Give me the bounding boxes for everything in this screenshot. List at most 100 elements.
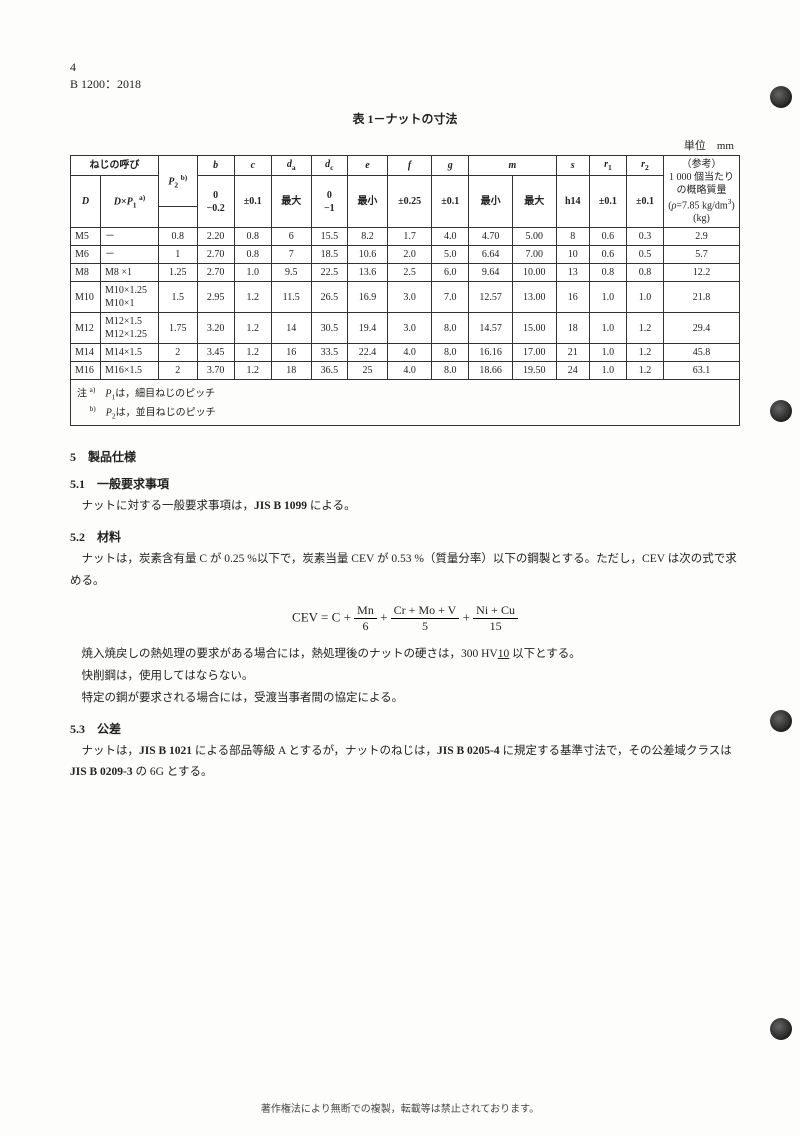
table-cell: 16 (556, 282, 589, 313)
table-cell: 0.8 (589, 264, 626, 282)
table-cell: 1.2 (234, 344, 271, 362)
table-cell: 3.0 (387, 313, 431, 344)
table-cell: 2.95 (197, 282, 234, 313)
table-row: M10M10×1.25M10×11.52.951.211.526.516.93.… (71, 282, 740, 313)
section5-heading: 5 製品仕様 (70, 448, 740, 465)
th-tol-m-min: 最小 (469, 175, 513, 228)
table-cell: 26.5 (311, 282, 347, 313)
table-cell: 7.0 (432, 282, 469, 313)
table-cell: M16×1.5 (101, 362, 159, 380)
table-cell: 1.2 (234, 313, 271, 344)
table-cell: 2.0 (387, 246, 431, 264)
table-cell: 3.45 (197, 344, 234, 362)
th-tol-m-max: 最大 (512, 175, 556, 228)
table-title: 表 1－ナットの寸法 (70, 110, 740, 127)
th-tol-b: 0−0.2 (197, 175, 234, 228)
table-cell: 1.0 (589, 362, 626, 380)
table-body: M5－0.82.200.8615.58.21.74.04.705.0080.60… (71, 228, 740, 380)
table-cell: 29.4 (664, 313, 740, 344)
table-cell: M12 (71, 313, 101, 344)
page: 4 B 1200：2018 表 1－ナットの寸法 単位 mm ねじの呼び P2 … (0, 0, 800, 1137)
table-cell: 1.2 (234, 362, 271, 380)
table-cell: 10.00 (512, 264, 556, 282)
table-cell: 3.20 (197, 313, 234, 344)
table-cell: 21.8 (664, 282, 740, 313)
unit-label: 単位 mm (70, 137, 740, 153)
section52-text4: 特定の鋼が要求される場合には，受渡当事者間の協定による。 (70, 688, 740, 710)
table-cell: 15.5 (311, 228, 347, 246)
table-cell: 18.66 (469, 362, 513, 380)
table-cell: 1 (159, 246, 198, 264)
table-cell: 3.0 (387, 282, 431, 313)
table-cell: 63.1 (664, 362, 740, 380)
th-tol-c: ±0.1 (234, 175, 271, 228)
table-cell: 1.2 (626, 313, 663, 344)
table-cell: 13.6 (347, 264, 387, 282)
table-cell: 8 (556, 228, 589, 246)
note-b: b) P2は，並目ねじのピッチ (77, 403, 733, 422)
table-cell: 0.8 (234, 246, 271, 264)
table-cell: 18.5 (311, 246, 347, 264)
table-cell: M8 ×1 (101, 264, 159, 282)
th-tol-e: 最小 (347, 175, 387, 228)
th-P2-blank (159, 207, 198, 228)
dimensions-table: ねじの呼び P2 b) b c da dc e f g m s r1 r2 （参… (70, 155, 740, 380)
table-cell: 7 (271, 246, 311, 264)
document-reference: B 1200：2018 (70, 75, 740, 92)
section51-heading: 5.1 一般要求事項 (70, 475, 740, 492)
table-cell: 15.00 (512, 313, 556, 344)
table-row: M12M12×1.5M12×1.251.753.201.21430.519.43… (71, 313, 740, 344)
table-cell: 36.5 (311, 362, 347, 380)
table-cell: M10 (71, 282, 101, 313)
table-cell: 6.64 (469, 246, 513, 264)
table-cell: 8.0 (432, 313, 469, 344)
th-P2: P2 b) (159, 156, 198, 207)
table-cell: 4.0 (432, 228, 469, 246)
th-tol-r2: ±0.1 (626, 175, 663, 228)
table-cell: 4.0 (387, 344, 431, 362)
table-cell: 45.8 (664, 344, 740, 362)
table-header: ねじの呼び P2 b) b c da dc e f g m s r1 r2 （参… (71, 156, 740, 228)
th-D: D (71, 175, 101, 228)
table-cell: 0.6 (589, 246, 626, 264)
table-cell: 2 (159, 344, 198, 362)
table-cell: 1.0 (626, 282, 663, 313)
table-cell: 9.5 (271, 264, 311, 282)
table-cell: 14.57 (469, 313, 513, 344)
section52-text1: ナットは，炭素含有量 C が 0.25 %以下で，炭素当量 CEV が 0.53… (70, 549, 740, 593)
table-cell: 0.8 (234, 228, 271, 246)
th-c: c (234, 156, 271, 176)
table-cell: 8.2 (347, 228, 387, 246)
table-cell: 33.5 (311, 344, 347, 362)
table-cell: M14 (71, 344, 101, 362)
table-cell: 0.8 (159, 228, 198, 246)
table-cell: 10 (556, 246, 589, 264)
table-cell: 24 (556, 362, 589, 380)
th-dc: dc (311, 156, 347, 176)
table-cell: 2 (159, 362, 198, 380)
th-r1: r1 (589, 156, 626, 176)
section52-text3: 快削鋼は，使用してはならない。 (70, 666, 740, 688)
table-cell: 1.0 (234, 264, 271, 282)
table-cell: 9.64 (469, 264, 513, 282)
table-cell: 2.5 (387, 264, 431, 282)
table-cell: 1.2 (626, 344, 663, 362)
th-ref-mass: （参考）1 000 個当たりの概略質量(ρ=7.85 kg/dm3)(kg) (664, 156, 740, 228)
table-cell: 4.70 (469, 228, 513, 246)
th-b: b (197, 156, 234, 176)
table-cell: M5 (71, 228, 101, 246)
table-row: M14M14×1.523.451.21633.522.44.08.016.161… (71, 344, 740, 362)
table-cell: 0.5 (626, 246, 663, 264)
table-cell: 1.0 (589, 282, 626, 313)
table-cell: 1.0 (589, 313, 626, 344)
table-cell: 17.00 (512, 344, 556, 362)
section51-text: ナットに対する一般要求事項は，JIS B 1099 による。 (70, 496, 740, 518)
table-cell: 12.2 (664, 264, 740, 282)
th-g: g (432, 156, 469, 176)
table-cell: － (101, 246, 159, 264)
table-cell: 6.0 (432, 264, 469, 282)
table-cell: 13 (556, 264, 589, 282)
section52-heading: 5.2 材料 (70, 528, 740, 545)
table-cell: 12.57 (469, 282, 513, 313)
binder-hole (770, 1018, 792, 1040)
